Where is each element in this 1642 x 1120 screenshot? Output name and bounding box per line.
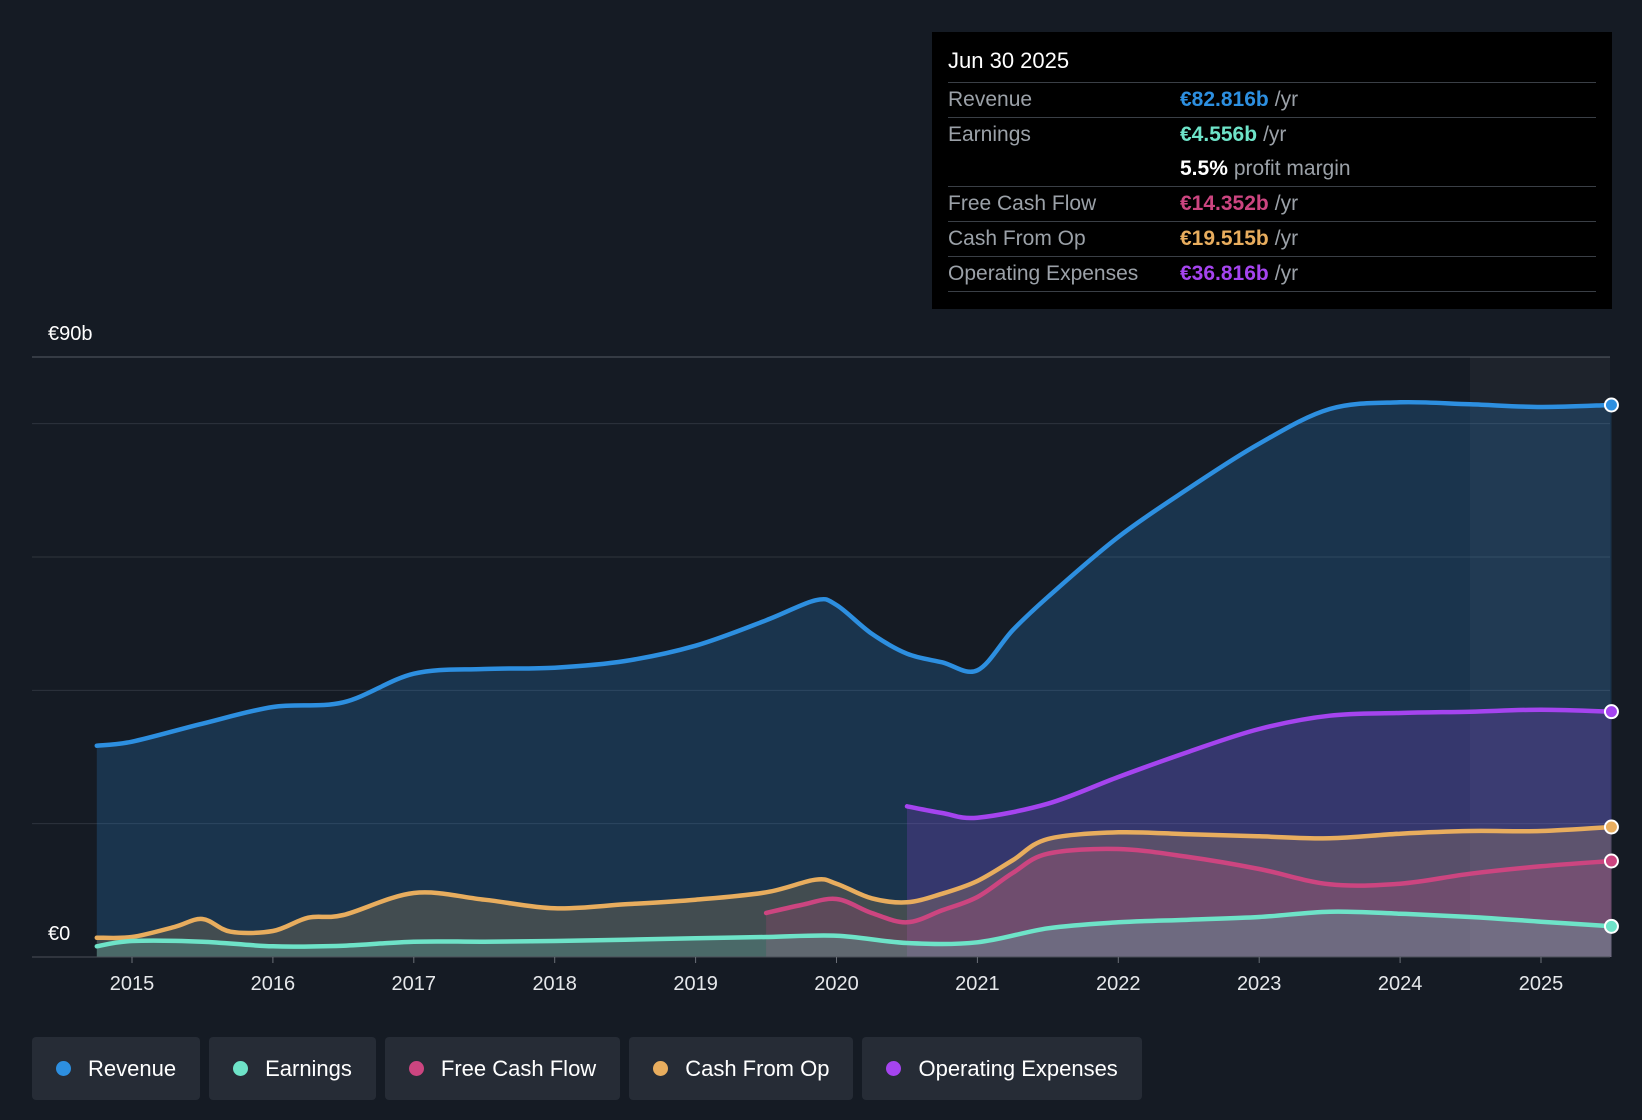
tooltip-row-earnings: Earnings €4.556b /yr <box>948 117 1596 152</box>
x-tick-label: 2024 <box>1378 973 1423 995</box>
operating-expenses-area <box>907 709 1612 957</box>
y-axis-top-label: €90b <box>48 323 93 345</box>
legend-dot-icon <box>653 1061 669 1076</box>
y-axis-bottom-label: €0 <box>48 923 70 945</box>
legend-item-revenue[interactable]: Revenue <box>32 1037 201 1100</box>
forecast-highlight <box>1470 357 1610 957</box>
tooltip-label: Free Cash Flow <box>948 192 1097 215</box>
tooltip-label: Cash From Op <box>948 227 1086 250</box>
legend-dot-icon <box>408 1061 424 1076</box>
earnings-endpoint <box>1603 918 1619 934</box>
tooltip-label: Earnings <box>948 123 1031 146</box>
tooltip-value: €36.816b <box>1180 262 1269 285</box>
x-tick-label: 2023 <box>1237 973 1282 995</box>
free-cash-flow-line <box>763 846 1614 925</box>
tooltip-row-operating-expenses: Operating Expenses €36.816b /yr <box>948 256 1596 291</box>
revenue-line <box>94 399 1614 748</box>
tooltip-row-revenue: Revenue €82.816b /yr <box>948 82 1596 117</box>
x-tick-label: 2018 <box>532 973 577 995</box>
tooltip-unit: /yr <box>1274 262 1299 285</box>
legend-item-free-cash-flow[interactable]: Free Cash Flow <box>384 1037 621 1100</box>
tooltip-value: €14.352b <box>1180 192 1269 215</box>
x-tick-label: 2025 <box>1519 973 1564 995</box>
cash-from-op-line <box>94 824 1614 941</box>
x-tick-label: 2017 <box>392 973 437 995</box>
legend-label: Free Cash Flow <box>440 1055 597 1081</box>
earnings-line <box>94 909 1614 949</box>
operating-expenses-line <box>904 707 1614 821</box>
x-tick-label: 2016 <box>251 973 296 995</box>
tooltip-divider <box>948 291 1596 292</box>
tooltip-value: €19.515b <box>1180 227 1269 250</box>
tooltip-label: Operating Expenses <box>948 262 1139 285</box>
tooltip-row-profit-margin: 5.5% profit margin <box>948 152 1596 186</box>
tooltip-row-cash-from-op: Cash From Op €19.515b /yr <box>948 221 1596 256</box>
free-cash-flow-endpoint <box>1603 853 1619 869</box>
tooltip-value: €4.556b <box>1180 123 1258 146</box>
series-lines <box>94 399 1614 949</box>
free-cash-flow-area <box>766 848 1612 957</box>
legend-dot-icon <box>56 1061 71 1076</box>
revenue-area <box>96 402 1612 958</box>
legend-item-operating-expenses[interactable]: Operating Expenses <box>862 1037 1142 1100</box>
tooltip-unit: /yr <box>1274 227 1299 250</box>
x-tick-label: 2021 <box>955 973 1000 995</box>
legend-item-earnings[interactable]: Earnings <box>209 1037 376 1100</box>
revenue-endpoint <box>1603 397 1619 413</box>
gridlines <box>32 356 1610 825</box>
tooltip-unit: /yr <box>1263 123 1287 146</box>
operating-expenses-endpoint <box>1603 704 1619 720</box>
tooltip-panel: Jun 30 2025 Revenue €82.816b /yr Earning… <box>932 32 1612 309</box>
tooltip-date: Jun 30 2025 <box>948 48 1070 73</box>
series-endpoints <box>1603 397 1619 934</box>
tooltip-label: Revenue <box>948 88 1033 111</box>
legend-label: Operating Expenses <box>918 1055 1118 1081</box>
tooltip-row-free-cash-flow: Free Cash Flow €14.352b /yr <box>948 186 1596 221</box>
legend-dot-icon <box>886 1061 902 1076</box>
legend-dot-icon <box>233 1061 249 1076</box>
tooltip-value: €82.816b <box>1180 88 1269 111</box>
legend: Revenue Earnings Free Cash Flow Cash Fro… <box>32 1037 1142 1100</box>
chart: €90b €0 2015 2016 2017 2018 2019 2020 2021 2022… <box>32 323 1619 995</box>
tooltip-unit: /yr <box>1274 88 1299 111</box>
cash-from-op-endpoint <box>1603 819 1619 835</box>
x-axis-ticks: 2015 2016 2017 2018 2019 2020 2021 2022 2023 2024… <box>110 957 1564 995</box>
earnings-area <box>96 911 1612 957</box>
legend-label: Cash From Op <box>685 1055 830 1081</box>
tooltip-unit: /yr <box>1274 192 1299 215</box>
legend-label: Revenue <box>88 1055 177 1081</box>
x-tick-label: 2022 <box>1096 973 1141 995</box>
legend-item-cash-from-op[interactable]: Cash From Op <box>629 1037 854 1100</box>
tooltip-unit: profit margin <box>1233 157 1351 180</box>
tooltip-value: 5.5% <box>1180 157 1228 180</box>
x-tick-label: 2020 <box>814 973 859 995</box>
series-areas <box>96 402 1612 958</box>
x-tick-label: 2019 <box>673 973 718 995</box>
legend-label: Earnings <box>265 1055 352 1081</box>
x-tick-label: 2015 <box>110 973 155 995</box>
